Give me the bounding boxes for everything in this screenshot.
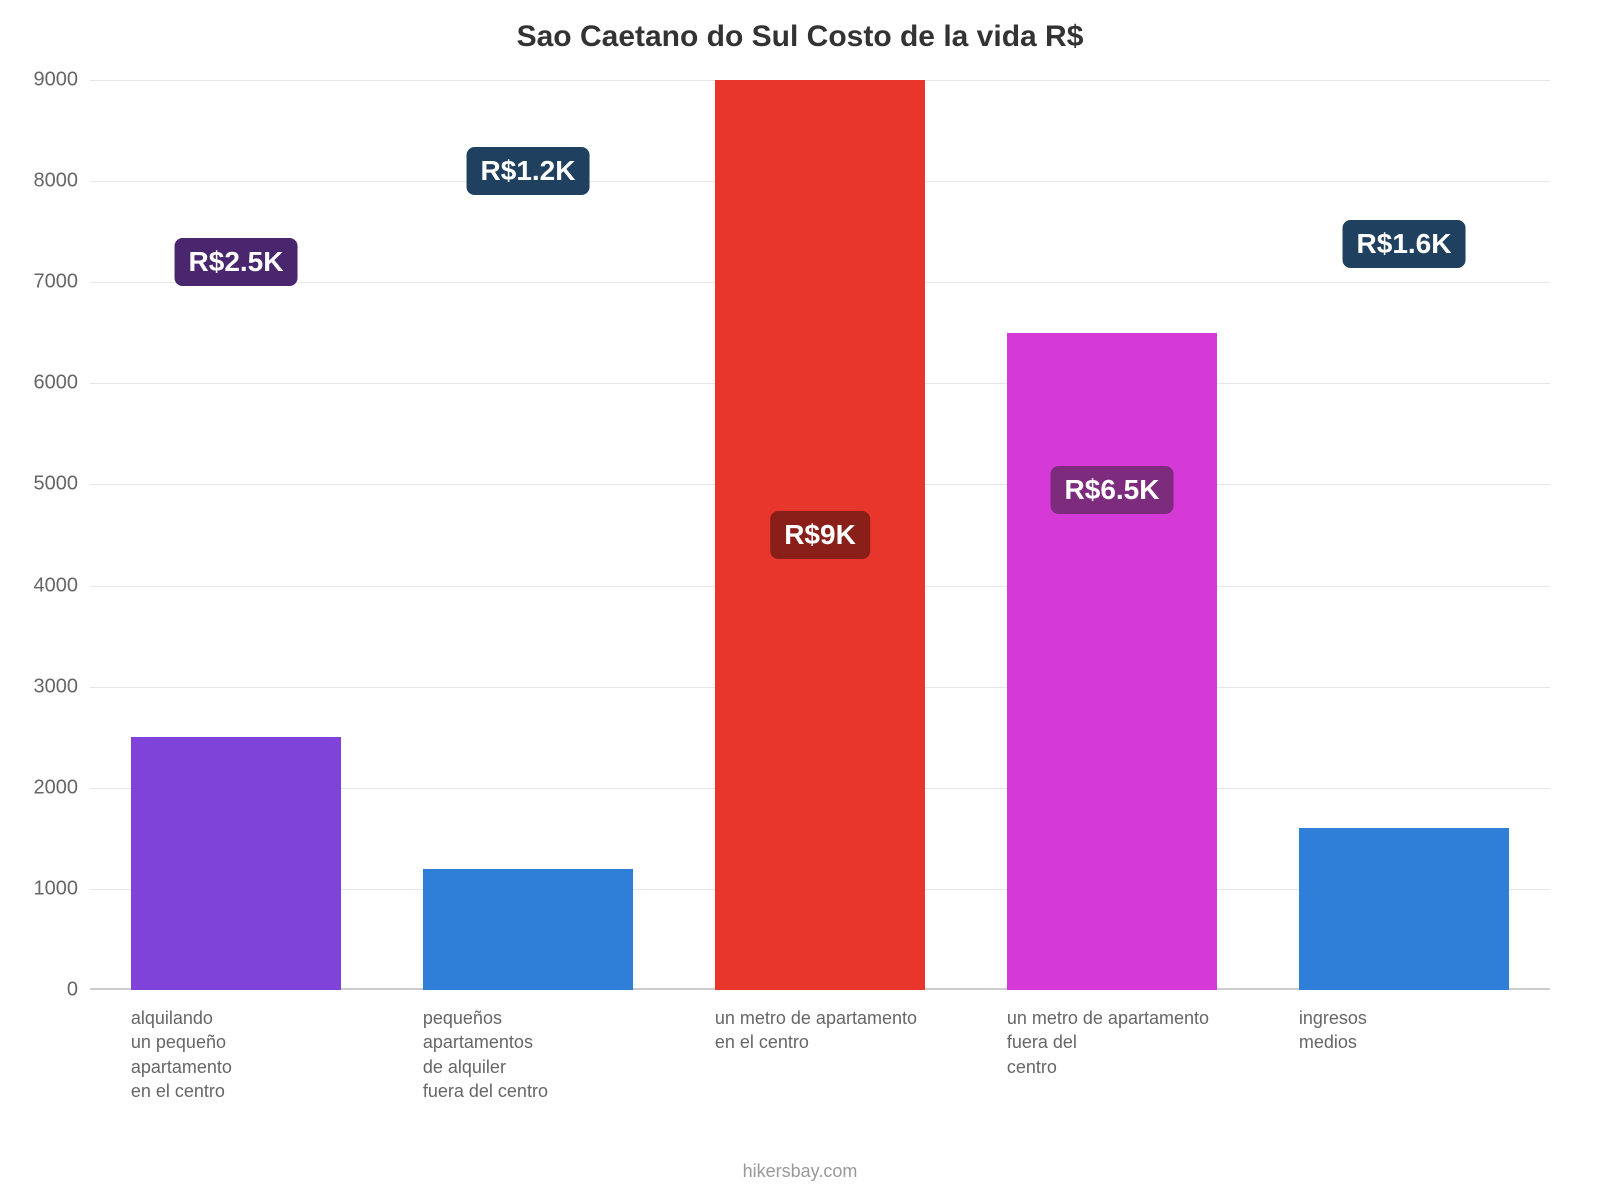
plot-area: 0100020003000400050006000700080009000R$2… xyxy=(90,80,1550,990)
chart-container: Sao Caetano do Sul Costo de la vida R$ 0… xyxy=(0,0,1600,1200)
value-badge: R$2.5K xyxy=(175,238,298,286)
x-tick-label: ingresos medios xyxy=(1299,990,1576,1055)
value-badge: R$9K xyxy=(770,511,870,559)
y-tick-label: 0 xyxy=(67,979,90,1002)
y-tick-label: 3000 xyxy=(34,675,91,698)
bar xyxy=(131,737,341,990)
chart-title: Sao Caetano do Sul Costo de la vida R$ xyxy=(0,20,1600,54)
value-badge: R$6.5K xyxy=(1051,466,1174,514)
y-tick-label: 8000 xyxy=(34,170,91,193)
bar xyxy=(1299,828,1509,990)
bar xyxy=(1007,333,1217,990)
y-tick-label: 6000 xyxy=(34,372,91,395)
value-badge: R$1.2K xyxy=(467,147,590,195)
y-tick-label: 9000 xyxy=(34,69,91,92)
y-tick-label: 4000 xyxy=(34,574,91,597)
y-tick-label: 5000 xyxy=(34,473,91,496)
x-tick-label: alquilando un pequeño apartamento en el … xyxy=(131,990,408,1103)
y-tick-label: 1000 xyxy=(34,877,91,900)
y-tick-label: 2000 xyxy=(34,776,91,799)
y-tick-label: 7000 xyxy=(34,271,91,294)
bar xyxy=(423,869,633,990)
chart-credit: hikersbay.com xyxy=(0,1161,1600,1182)
value-badge: R$1.6K xyxy=(1343,220,1466,268)
x-tick-label: un metro de apartamento fuera del centro xyxy=(1007,990,1284,1079)
x-tick-label: un metro de apartamento en el centro xyxy=(715,990,992,1055)
x-tick-label: pequeños apartamentos de alquiler fuera … xyxy=(423,990,700,1103)
